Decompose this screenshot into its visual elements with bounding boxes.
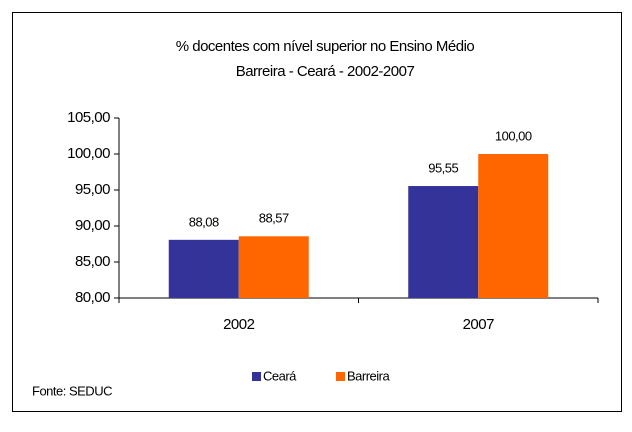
legend-swatch	[336, 372, 345, 381]
y-tick-label: 100,00	[67, 145, 110, 162]
value-label: 95,55	[428, 160, 458, 175]
value-label: 88,08	[189, 214, 219, 229]
bar	[238, 236, 309, 298]
value-label: 88,57	[259, 211, 289, 226]
bar	[168, 239, 239, 298]
bar	[478, 154, 549, 298]
source-note: Fonte: SEDUC	[32, 383, 112, 398]
value-label: 100,00	[495, 128, 532, 143]
bar	[408, 186, 479, 298]
y-tick-label: 85,00	[75, 253, 110, 270]
legend-label: Barreira	[347, 368, 391, 383]
legend-swatch	[252, 372, 261, 381]
x-tick-label: 2002	[223, 316, 255, 333]
chart-title: % docentes com nível superior no Ensino …	[176, 38, 475, 55]
y-tick-label: 80,00	[75, 289, 110, 306]
y-tick-label: 95,00	[75, 181, 110, 198]
chart-subtitle: Barreira - Ceará - 2002-2007	[236, 63, 415, 80]
legend-label: Ceará	[263, 368, 297, 383]
y-tick-label: 90,00	[75, 217, 110, 234]
y-tick-label: 105,00	[67, 109, 110, 126]
x-tick-label: 2007	[463, 316, 495, 333]
